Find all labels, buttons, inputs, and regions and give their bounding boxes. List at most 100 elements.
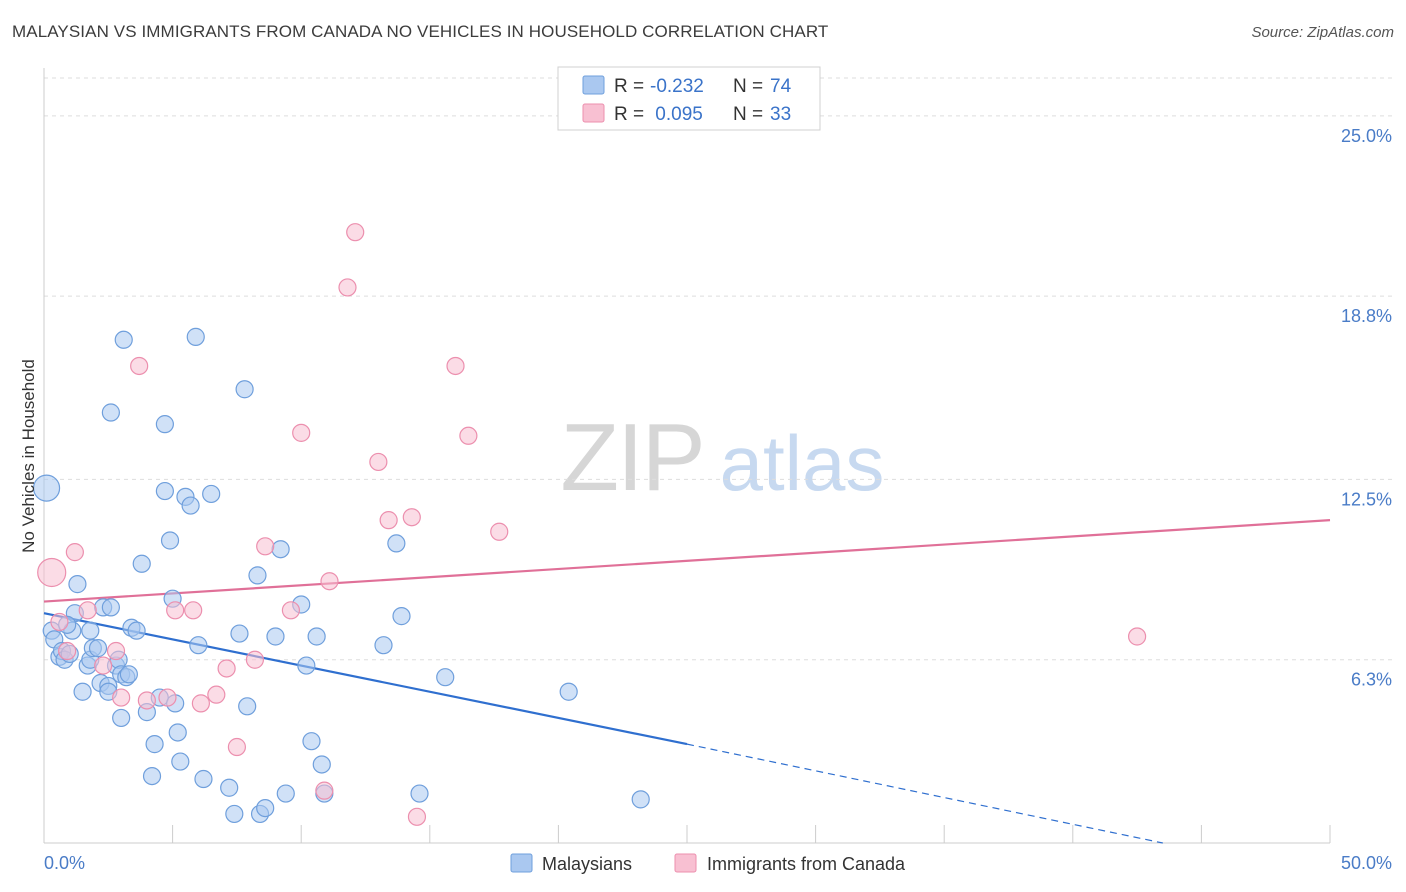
malaysians-point [101, 403, 120, 422]
immigrants-from-canada-point [106, 641, 126, 661]
immigrants-from-canada-point [65, 543, 84, 562]
stats-legend: R = -0.232 N = 74 R = 0.095 N = 33 [557, 66, 821, 131]
malaysians-point [114, 330, 133, 349]
malaysians-point [559, 682, 578, 701]
malaysians-point [436, 668, 455, 687]
malaysians-point [235, 380, 254, 399]
malaysians-point [225, 804, 244, 824]
stats-legend-blue-swatch [582, 75, 605, 95]
malaysians-point [145, 735, 164, 754]
malaysians-point [168, 723, 187, 742]
immigrants-from-canada-point [37, 557, 67, 588]
malaysians-point [248, 566, 267, 585]
immigrants-from-canada-point [281, 601, 301, 620]
immigrants-from-canada-point [292, 423, 311, 442]
legend-swatch-malaysians [510, 853, 533, 873]
malaysians-point [119, 665, 138, 684]
malaysians-point [127, 621, 146, 640]
malaysians-point [202, 484, 221, 504]
immigrants-from-canada-point [315, 781, 334, 800]
stats-legend-r-value-1: -0.232 [650, 76, 704, 97]
malaysians-point [81, 621, 100, 640]
stats-legend-pink-swatch [582, 103, 605, 123]
axes [43, 68, 1331, 844]
x-tick-labels: 0.0% 50.0% [44, 853, 1392, 873]
stats-legend-r-value-2: 0.095 [650, 104, 703, 125]
malaysians-point [155, 415, 174, 434]
malaysians-point [302, 732, 321, 751]
immigrants-from-canada-point [184, 601, 203, 620]
malaysians-point [142, 766, 162, 786]
immigrants-from-canada-point [78, 601, 97, 620]
malaysians-point [101, 598, 120, 617]
malaysians-point [238, 697, 257, 716]
immigrants-from-canada-point [369, 452, 388, 472]
malaysians-point [374, 636, 393, 655]
malaysians-point [112, 708, 131, 728]
immigrants-from-canada-point [158, 688, 177, 707]
malaysians-point [160, 531, 180, 550]
immigrants-from-canada-point [191, 694, 210, 713]
immigrants-from-canada-point [320, 572, 339, 591]
y-tick-label: 25.0% [1341, 126, 1392, 146]
malaysians-point [68, 575, 87, 594]
malaysians-point [307, 627, 326, 646]
series-legend: Malaysians Immigrants from Canada [510, 853, 906, 874]
immigrants-from-canada-point [1127, 627, 1147, 646]
malaysians-point [312, 755, 331, 774]
immigrants-from-canada-point [407, 807, 427, 826]
y-tick-label: 12.5% [1341, 489, 1392, 509]
malaysians-point [220, 778, 239, 797]
y-tick-label: 18.8% [1341, 306, 1392, 326]
malaysians-point [171, 752, 190, 771]
immigrants-from-canada-point [459, 426, 478, 445]
malaysians-regression-extension [686, 743, 1163, 844]
immigrants-from-canada-point [446, 356, 465, 376]
immigrants-from-canada-point [130, 356, 149, 376]
immigrants-from-canada-point [256, 537, 275, 556]
immigrants-from-canada-point [245, 650, 265, 669]
malaysians-point [631, 790, 650, 809]
stats-legend-r-label-2: R = [614, 104, 649, 125]
immigrants-from-canada-point [58, 641, 77, 661]
malaysians-point [271, 540, 290, 559]
watermark: ZIP atlas [560, 404, 884, 511]
malaysians-point [186, 327, 205, 346]
malaysians-point [392, 607, 411, 626]
immigrants-from-canada-point [50, 612, 69, 632]
legend-label-malaysians: Malaysians [542, 854, 632, 874]
malaysians-point [410, 784, 429, 803]
malaysians-point [73, 682, 92, 701]
immigrants-from-canada-point [207, 685, 226, 704]
immigrants-from-canada-point [490, 522, 509, 541]
malaysians-point [32, 474, 61, 502]
legend-swatch-immigrants-from-canada [674, 853, 697, 873]
immigrants-from-canada-point [227, 737, 246, 757]
malaysians-point [194, 769, 213, 789]
stats-legend-n-label-2: N = [733, 104, 768, 125]
source-credit: Source: ZipAtlas.com [1251, 24, 1394, 41]
immigrants-from-canada-point [137, 691, 156, 710]
immigrants-from-canada-point [402, 508, 421, 527]
stats-legend-r-label-1: R = [614, 76, 649, 97]
malaysians-regression-line [43, 612, 688, 746]
immigrants-from-canada-point [338, 278, 357, 297]
malaysians-point [88, 639, 108, 658]
immigrants-from-canada-regression-line [43, 519, 1331, 603]
immigrants-from-canada-point [379, 511, 398, 530]
stats-legend-n-value-1: 74 [770, 76, 792, 97]
malaysians-point [266, 627, 285, 646]
immigrants-from-canada-point [94, 656, 113, 675]
regression-lines [43, 519, 1331, 844]
malaysians-point [132, 554, 151, 573]
malaysians-point [155, 481, 174, 501]
legend-label-immigrants-from-canada: Immigrants from Canada [707, 854, 906, 874]
malaysians-point [297, 656, 316, 675]
immigrants-from-canada-point [112, 688, 131, 707]
watermark-zip: ZIP [560, 404, 703, 511]
stats-legend-n-label-1: N = [733, 76, 768, 97]
immigrants-from-canada-point [217, 659, 236, 678]
immigrants-from-canada-point [166, 601, 185, 620]
